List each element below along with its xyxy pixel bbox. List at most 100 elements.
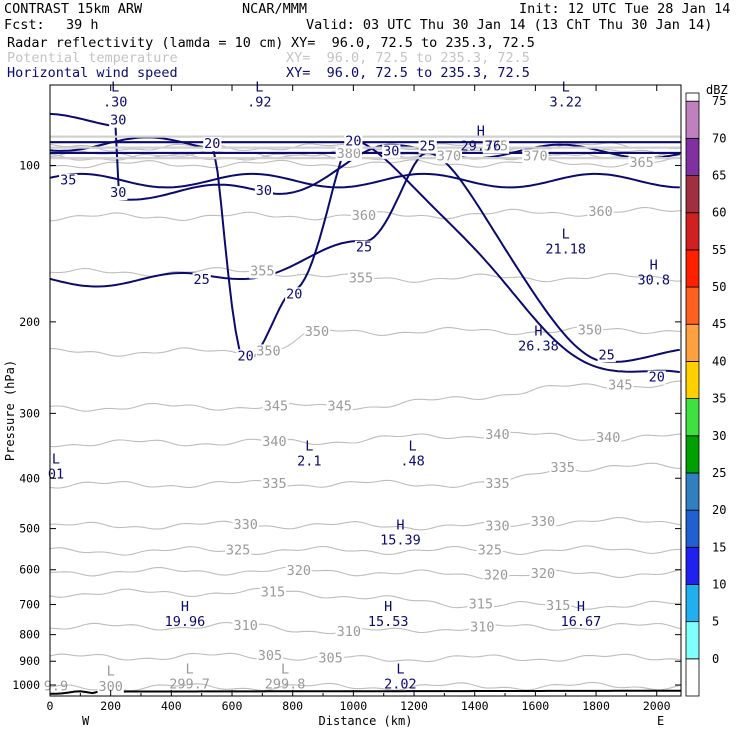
theta-label-355-1: 355 [349, 270, 373, 286]
extremum-3-kind: L [562, 80, 570, 96]
colorbar: dBZ 0 5 10 15 20 25 30 35 40 45 50 55 60 65 70 75 [685, 83, 728, 697]
theta-label-345-0-bg [262, 399, 290, 414]
theta-label-355-0-bg [249, 264, 276, 279]
theta-contour-335 [50, 462, 681, 489]
y-tick-label-100: 100 [19, 158, 40, 172]
wind-label-25-2: 25 [356, 240, 372, 256]
colorbar-box-5 [685, 621, 700, 660]
wind-label-30-0-bg [109, 113, 128, 128]
extremum-5-kind: H [650, 258, 658, 274]
wind-label-30-2: 30 [256, 183, 272, 199]
theta-label-315-2: 315 [546, 598, 570, 614]
extremum-3-value: 3.22 [549, 95, 582, 111]
theta-label-350-0: 350 [256, 343, 280, 359]
y-tick-label-300: 300 [19, 406, 40, 420]
theta-label-320-2: 320 [531, 566, 555, 582]
colorbar-label-50: 50 [712, 280, 726, 294]
colorbar-label-5: 5 [712, 615, 719, 629]
x-tick-label-1600: 1600 [522, 699, 550, 713]
theta-label-305-1-bg [317, 651, 344, 666]
theta-label-325-0-bg [224, 543, 252, 558]
theta-label-330-0: 330 [233, 517, 257, 533]
field-wind-name: Horizontal wind speed [7, 65, 178, 81]
theta-contour-325 [50, 545, 681, 556]
theta-label-330-0-bg [232, 517, 259, 532]
theta-label-345-1: 345 [328, 398, 352, 414]
theta-label-310-2-bg [469, 620, 496, 635]
theta-label-310-0: 310 [233, 618, 257, 634]
x-end-label-left: W [82, 714, 90, 728]
theta-label-330-1: 330 [485, 518, 509, 534]
wind-label-35-0-bg [59, 173, 78, 188]
colorbar-label-65: 65 [712, 169, 726, 183]
colorbar-box-20 [685, 509, 700, 548]
wind-label-20-0-bg [203, 137, 222, 152]
theta-label-335-0: 335 [262, 476, 286, 492]
colorbar-box-15 [685, 546, 700, 585]
wind-label-25-0-bg [418, 139, 437, 154]
plot-border [49, 84, 682, 697]
theta-label-325-1: 325 [478, 543, 502, 559]
extremum-10-value: 15.39 [380, 532, 421, 548]
colorbar-box-30 [685, 435, 700, 474]
theta-label-320-0-bg [285, 563, 312, 578]
extremum-1-kind: L [255, 80, 263, 96]
x-tick-label-1800: 1800 [582, 699, 610, 713]
y-tick-label-700: 700 [19, 598, 40, 612]
extremum-10-kind: H [396, 517, 404, 533]
theta-contour-365 [50, 157, 681, 169]
extremum-7-value: 2.1 [297, 453, 321, 469]
wind-label-25-3: 25 [599, 347, 615, 363]
colorbar-box-65 [685, 175, 700, 214]
theta-label-315-2-bg [544, 598, 572, 613]
axes: 0 200 400 600 800 1000 1200 1400 1600 1800 2000 100… [3, 85, 681, 728]
wind-label-20-4-bg [647, 370, 666, 385]
extremum-13-kind: H [577, 599, 585, 615]
theta-label-335-1: 335 [485, 476, 509, 492]
colorbar-box-35 [685, 398, 700, 437]
theta-label-335-2: 335 [550, 460, 574, 476]
extremum-2-kind: H [477, 124, 485, 140]
terrain-line [50, 689, 681, 695]
colorbar-box-40 [685, 361, 700, 399]
extremum-15-kind: L [281, 661, 289, 677]
theta-contour-340 [50, 431, 681, 448]
theta-label-300-0-bg [97, 680, 124, 695]
field-theta-xy: XY= 96.0, 72.5 to 235.3, 72.5 [286, 50, 530, 66]
x-tick-label-600: 600 [222, 699, 243, 713]
theta-label-310-0-bg [232, 619, 259, 634]
colorbar-label-0: 0 [712, 652, 719, 666]
theta-label-305-0: 305 [258, 648, 282, 664]
colorbar-top-cap [685, 92, 700, 102]
theta-contour-310 [50, 621, 681, 635]
x-tick-label-1400: 1400 [461, 699, 489, 713]
colorbar-label-35: 35 [712, 392, 726, 406]
theta-contours [50, 142, 681, 695]
extremum-0-kind: L [111, 80, 119, 96]
model-title: CONTRAST 15km ARW [4, 1, 143, 17]
theta-label-340-2: 340 [596, 430, 620, 446]
theta-contour-345 [50, 380, 681, 412]
theta-label-325-0: 325 [226, 543, 250, 559]
org-title: NCAR/MMM [242, 1, 308, 17]
extremum-1-value: .92 [247, 95, 271, 111]
wind-label-25-1: 25 [194, 272, 210, 288]
x-tick-label-800: 800 [282, 699, 303, 713]
theta-label-345-0: 345 [264, 398, 288, 414]
y-axis-label: Pressure (hPa) [3, 360, 17, 461]
x-tick-label-0: 0 [47, 699, 54, 713]
colorbar-label-70: 70 [712, 131, 726, 145]
colorbar-label-30: 30 [712, 429, 726, 443]
theta-label-360-1-bg [587, 205, 614, 220]
extremum-8-value: .48 [400, 453, 424, 469]
extremum-6-value: 26.38 [518, 338, 559, 354]
theta-label-360-0: 360 [352, 208, 376, 224]
colorbar-unit: dBZ [706, 83, 728, 97]
wind-label-20-2: 20 [286, 286, 302, 302]
wind-label-30-1: 30 [110, 185, 126, 201]
colorbar-label-75: 75 [712, 94, 726, 108]
theta-label-340-0: 340 [262, 434, 286, 450]
fcst-value: 39 h [66, 17, 99, 33]
theta-label-315-0: 315 [261, 584, 285, 600]
